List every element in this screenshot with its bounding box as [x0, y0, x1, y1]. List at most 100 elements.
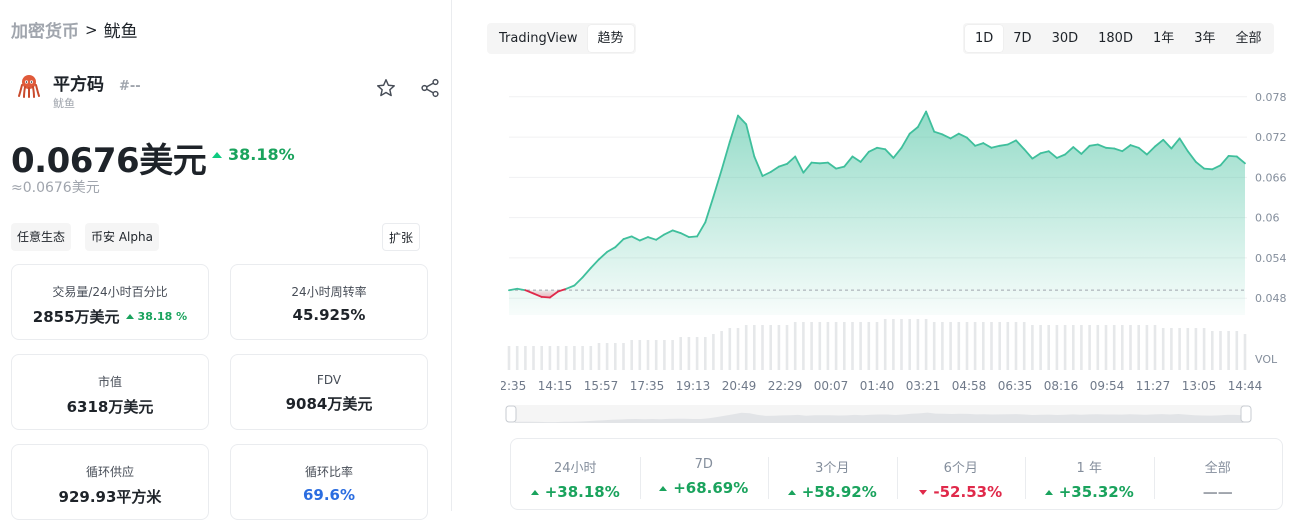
volume-bar [1153, 325, 1157, 370]
volume-bar [1211, 331, 1214, 370]
stat-card-circulating-ratio: 循环比率 69.6% [230, 444, 428, 520]
volume-bar [867, 322, 871, 370]
volume-bar [818, 322, 822, 370]
price-line-segment [1137, 146, 1148, 156]
price-line-segment [508, 287, 519, 292]
volume-bar [548, 346, 552, 370]
price-line-segment [532, 292, 543, 298]
volume-bar [1014, 322, 1018, 370]
range-180d[interactable]: 180D [1098, 31, 1133, 46]
share-icon[interactable] [419, 77, 441, 99]
volume-bar [1096, 325, 1100, 370]
volume-bar [1227, 331, 1230, 370]
volume-bar [1006, 322, 1010, 370]
price-line-segment [1105, 146, 1116, 150]
y-tick-label: 0.066 [1255, 171, 1287, 184]
price-line-segment [1154, 138, 1165, 148]
volume-bar [875, 322, 879, 370]
price-line-segment [647, 236, 658, 241]
volume-bar [1022, 322, 1026, 370]
price-line-segment [712, 169, 723, 198]
range-1y[interactable]: 1年 [1152, 31, 1175, 46]
price-line-segment [1023, 148, 1034, 160]
price-line-segment [867, 146, 878, 153]
breadcrumb: 加密货币 > 鱿鱼 [11, 17, 138, 43]
perf-1y: 1 年 +35.32% [1025, 439, 1154, 509]
squid-icon [18, 75, 40, 98]
volume-bar [704, 337, 707, 370]
volume-bar [777, 325, 781, 370]
range-7d[interactable]: 7D [1013, 31, 1032, 46]
price-line-segment [1015, 139, 1026, 151]
x-tick-label: 13:05 [1182, 379, 1217, 393]
volume-bar [802, 322, 805, 370]
price-line-segment [1096, 143, 1107, 149]
volume-bar [1063, 325, 1067, 370]
volume-bar [1104, 325, 1108, 370]
price-line-segment [1039, 150, 1050, 155]
price-line-segment [1056, 153, 1066, 159]
time-range-tabs: 1D 7D 30D 180D 1年 3年 全部 [963, 23, 1274, 54]
range-30d[interactable]: 30D [1051, 31, 1079, 46]
price-line-segment [761, 171, 772, 177]
price-line-segment [826, 161, 838, 170]
price-line-segment [810, 161, 821, 165]
coin-rank: #-- [119, 79, 141, 94]
price-chart-svg[interactable]: 0.078 0.072 0.066 0.06 0.054 0.048 VOL 12:35 14:… [501, 60, 1311, 440]
volume-bar [843, 322, 846, 370]
chart-panel: TradingView 趋势 1D 7D 30D 180D 1年 3年 全部 0… [453, 0, 1311, 511]
breadcrumb-root-link[interactable]: 加密货币 [11, 22, 79, 42]
volume-bar [630, 340, 633, 370]
perf-value-text: —— [1202, 483, 1233, 501]
volume-bar [941, 322, 944, 370]
perf-label: 24小时 [553, 461, 597, 476]
price-line-segment [876, 146, 887, 151]
volume-bar [532, 346, 535, 370]
perf-value: +58.92% [768, 483, 897, 501]
approx-price: ≈0.0676美元 [11, 180, 100, 196]
price-line-segment [990, 144, 1001, 149]
volume-bar [834, 322, 838, 370]
volume-bar [1031, 325, 1034, 370]
star-icon[interactable] [375, 77, 397, 99]
perf-value: -52.53% [897, 483, 1026, 501]
range-handle-right[interactable] [1240, 405, 1252, 423]
range-all[interactable]: 全部 [1235, 31, 1262, 46]
price-line-segment [1186, 150, 1197, 163]
price-line-segment [843, 155, 854, 168]
perf-label: 3个月 [815, 461, 850, 476]
x-tick-label: 00:07 [814, 379, 849, 393]
volume-bar [507, 346, 511, 370]
stat-card-circulating-supply: 循环供应 929.93平方米 [11, 444, 209, 520]
volume-bar [785, 325, 789, 370]
expand-button[interactable]: 扩张 [382, 223, 421, 251]
stat-value: 69.6% [302, 486, 356, 504]
stat-value: 2855万美元 38.18 % [12, 306, 208, 327]
price-line-segment [949, 132, 960, 140]
volume-bar [1080, 325, 1083, 370]
volume-bar [564, 346, 568, 370]
volume-bar [908, 319, 911, 370]
volume-bar [957, 322, 961, 370]
range-handle-left[interactable] [505, 405, 517, 423]
price-line-segment [622, 235, 633, 241]
range-navigator-area [515, 412, 1243, 423]
tag-binance-alpha[interactable]: 币安 Alpha [85, 223, 159, 251]
x-tick-label: 01:40 [860, 379, 895, 393]
price-chart[interactable]: 0.078 0.072 0.066 0.06 0.054 0.048 VOL 12:35 14:… [501, 60, 1311, 440]
price-line-segment [892, 146, 903, 159]
breadcrumb-current: 鱿鱼 [103, 22, 138, 42]
range-1d[interactable]: 1D [965, 25, 1004, 52]
perf-value-text: +35.32% [1058, 483, 1134, 501]
price-line-segment [1064, 146, 1075, 156]
volume-value: 2855万美元 [32, 308, 120, 326]
tab-trend[interactable]: 趋势 [587, 25, 634, 52]
x-tick-label: 14:15 [538, 379, 573, 393]
range-3y[interactable]: 3年 [1194, 31, 1216, 46]
price-line-segment [655, 233, 666, 241]
stat-value: 929.93平方米 [58, 488, 162, 506]
tag-ecosystem[interactable]: 任意生态 [11, 223, 72, 251]
tab-tradingview[interactable]: TradingView [499, 31, 578, 46]
price-line-segment [671, 229, 682, 235]
breadcrumb-separator: > [85, 20, 98, 39]
